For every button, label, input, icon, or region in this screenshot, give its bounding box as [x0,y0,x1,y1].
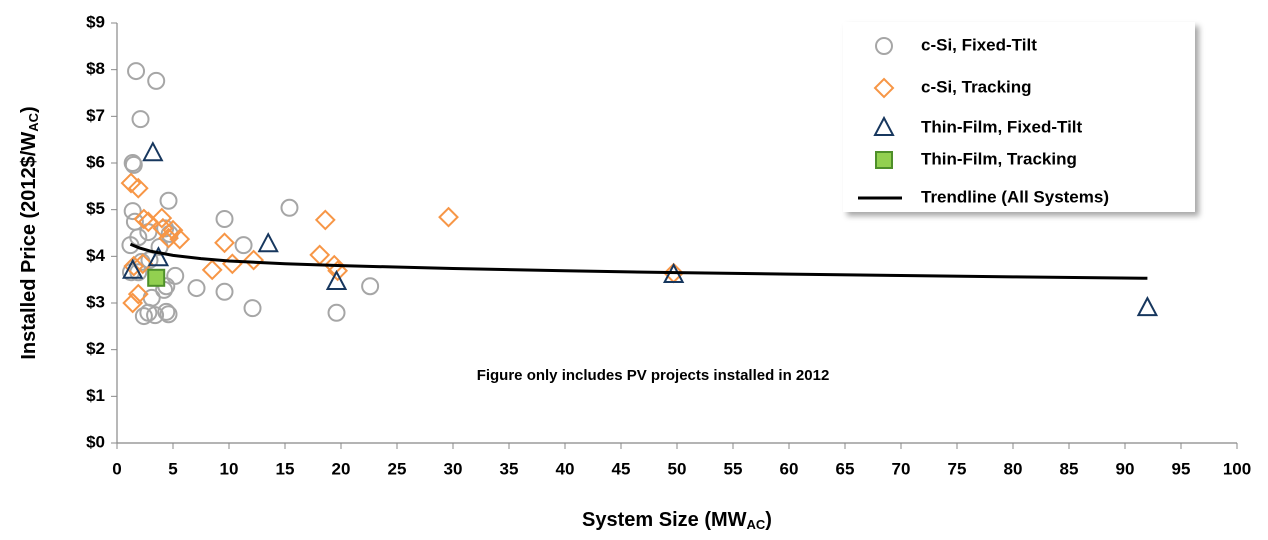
x-tick-label: 100 [1223,459,1251,478]
x-tick-label: 25 [388,459,407,478]
point [124,155,143,174]
point [243,299,262,318]
point [166,266,185,285]
y-axis-title: Installed Price (2012$/WAC) [18,106,41,359]
point [214,232,235,254]
point [201,259,223,281]
point [215,210,234,228]
legend-marker [873,115,895,136]
x-tick-label: 95 [1172,459,1191,478]
x-tick-label: 55 [724,459,743,478]
y-tick-label: $1 [86,386,105,405]
point [142,141,164,162]
point [325,269,348,290]
x-tick-label: 50 [668,459,687,478]
point [1136,295,1159,317]
point [122,258,144,279]
point [122,292,144,314]
x-tick-label: 15 [276,459,295,478]
point [280,198,299,217]
point [121,236,140,255]
point [127,62,146,81]
y-tick-label: $9 [86,12,105,31]
point [215,282,234,301]
point [243,249,265,271]
x-tick-label: 35 [500,459,519,478]
y-tick-label: $5 [86,199,105,218]
x-tick-label: 20 [332,459,351,478]
point [169,228,191,250]
point [187,279,206,298]
x-axis-title: System Size (MWAC) [582,509,772,532]
point [134,307,153,326]
legend-marker [873,77,895,99]
x-tick-label: 75 [948,459,967,478]
point [159,191,178,210]
legend-label: Thin-Film, Tracking [921,149,1077,168]
point [147,268,166,287]
x-tick-label: 45 [612,459,631,478]
point [127,177,149,199]
legend-label: Trendline (All Systems) [921,187,1109,206]
x-tick-label: 10 [220,459,239,478]
point [133,208,155,230]
point [132,253,154,275]
y-tick-label: $2 [86,339,105,358]
point [327,260,349,282]
trendline [129,242,1148,280]
x-tick-label: 70 [892,459,911,478]
x-tick-label: 60 [780,459,799,478]
x-tick-label: 90 [1116,459,1135,478]
y-tick-label: $3 [86,292,105,311]
y-tick-label: $0 [86,432,105,451]
legend-box [843,22,1195,212]
point [438,206,459,228]
x-tick-label: 85 [1060,459,1079,478]
point [147,71,166,90]
point [123,255,145,277]
x-tick-label: 80 [1004,459,1023,478]
point [361,277,380,296]
x-tick-label: 0 [112,459,121,478]
point [146,306,165,325]
annotation: Figure only includes PV projects install… [477,367,830,384]
legend-marker [875,151,893,169]
point [327,303,346,322]
point [221,253,243,275]
y-tick-label: $7 [86,106,105,125]
point [234,236,253,255]
x-tick-label: 5 [168,459,177,478]
point [162,219,184,241]
legend-marker [875,37,893,55]
legend-label: Thin-Film, Fixed-Tilt [921,117,1083,136]
y-tick-label: $8 [86,59,105,78]
point [309,244,331,266]
point [314,209,336,231]
x-tick-label: 30 [444,459,463,478]
point [257,232,279,253]
point [159,305,178,324]
y-tick-label: $6 [86,152,105,171]
point [131,110,150,129]
legend-label: c-Si, Tracking [921,77,1032,96]
point [147,246,170,267]
x-tick-label: 40 [556,459,575,478]
point [127,283,149,305]
legend-label: c-Si, Fixed-Tilt [921,35,1037,54]
point [151,207,173,229]
point [157,302,176,321]
y-tick-label: $4 [86,246,105,265]
x-tick-label: 65 [836,459,855,478]
point [123,202,142,221]
